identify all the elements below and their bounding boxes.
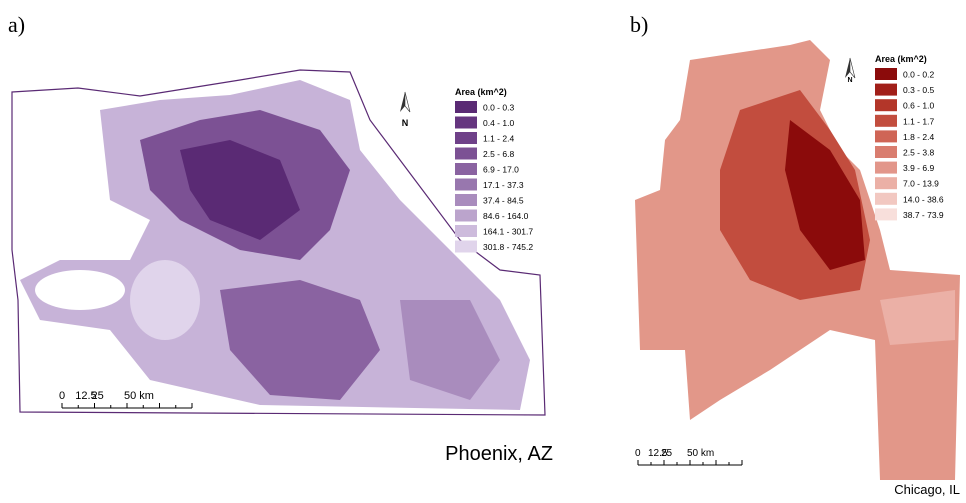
- legend-swatch: [875, 162, 897, 174]
- legend-swatch: [455, 210, 477, 222]
- legend-label: 37.4 - 84.5: [483, 196, 524, 206]
- legend-swatch: [455, 132, 477, 144]
- legend-label: 301.8 - 745.2: [483, 242, 533, 252]
- legend-label: 38.7 - 73.9: [903, 210, 944, 220]
- legend-label: 7.0 - 13.9: [903, 179, 939, 189]
- legend-label: 1.1 - 2.4: [483, 134, 514, 144]
- legend-label: 17.1 - 37.3: [483, 180, 524, 190]
- legend-label: 0.0 - 0.2: [903, 70, 934, 80]
- city-caption: Phoenix, AZ: [445, 443, 553, 465]
- legend-title: Area (km^2): [875, 54, 927, 64]
- legend-swatch: [875, 84, 897, 96]
- legend-swatch: [875, 68, 897, 80]
- north-arrow-outline: [850, 58, 855, 78]
- legend-label: 1.8 - 2.4: [903, 132, 934, 142]
- legend-label: 0.3 - 0.5: [903, 85, 934, 95]
- legend-swatch: [875, 208, 897, 220]
- legend-label: 14.0 - 38.6: [903, 194, 944, 204]
- city-caption: Chicago, IL: [894, 482, 960, 497]
- legend-swatch: [875, 115, 897, 127]
- legend-label: 0.4 - 1.0: [483, 118, 514, 128]
- legend-swatch: [455, 225, 477, 237]
- legend-label: 164.1 - 301.7: [483, 227, 533, 237]
- north-arrow: [400, 92, 405, 112]
- scale-label: 25: [661, 448, 673, 459]
- north-arrow: [845, 58, 850, 78]
- legend-label: 6.9 - 17.0: [483, 165, 519, 175]
- legend-label: 84.6 - 164.0: [483, 211, 529, 221]
- north-label: N: [847, 77, 852, 84]
- legend-swatch: [875, 130, 897, 142]
- legend-swatch: [455, 117, 477, 129]
- legend-swatch: [875, 193, 897, 205]
- legend-label: 2.5 - 6.8: [483, 149, 514, 159]
- legend-swatch: [455, 241, 477, 253]
- legend-swatch: [875, 146, 897, 158]
- legend-swatch: [455, 148, 477, 160]
- legend-label: 3.9 - 6.9: [903, 163, 934, 173]
- north-arrow-outline: [405, 92, 410, 112]
- scale-label: 0: [635, 448, 641, 459]
- legend-swatch: [875, 99, 897, 111]
- scale-label: 50 km: [124, 390, 154, 402]
- legend-label: 1.1 - 1.7: [903, 116, 934, 126]
- legend-swatch: [455, 163, 477, 175]
- panel-label: b): [630, 12, 648, 37]
- panel-label: a): [8, 12, 25, 37]
- north-label: N: [402, 118, 409, 128]
- legend-swatch: [455, 101, 477, 113]
- legend-swatch: [875, 177, 897, 189]
- legend-label: 2.5 - 3.8: [903, 148, 934, 158]
- legend-swatch: [455, 179, 477, 191]
- legend-label: 0.0 - 0.3: [483, 103, 514, 113]
- scale-label: 25: [92, 390, 104, 402]
- legend-swatch: [455, 194, 477, 206]
- scale-label: 0: [59, 390, 65, 402]
- scale-label: 50 km: [687, 448, 714, 459]
- figure: a) Area (km^2) 0.0 - 0.3 0.4 - 1.0 1.1 - 2.4…: [0, 0, 966, 503]
- legend-title: Area (km^2): [455, 87, 507, 97]
- legend-label: 0.6 - 1.0: [903, 101, 934, 111]
